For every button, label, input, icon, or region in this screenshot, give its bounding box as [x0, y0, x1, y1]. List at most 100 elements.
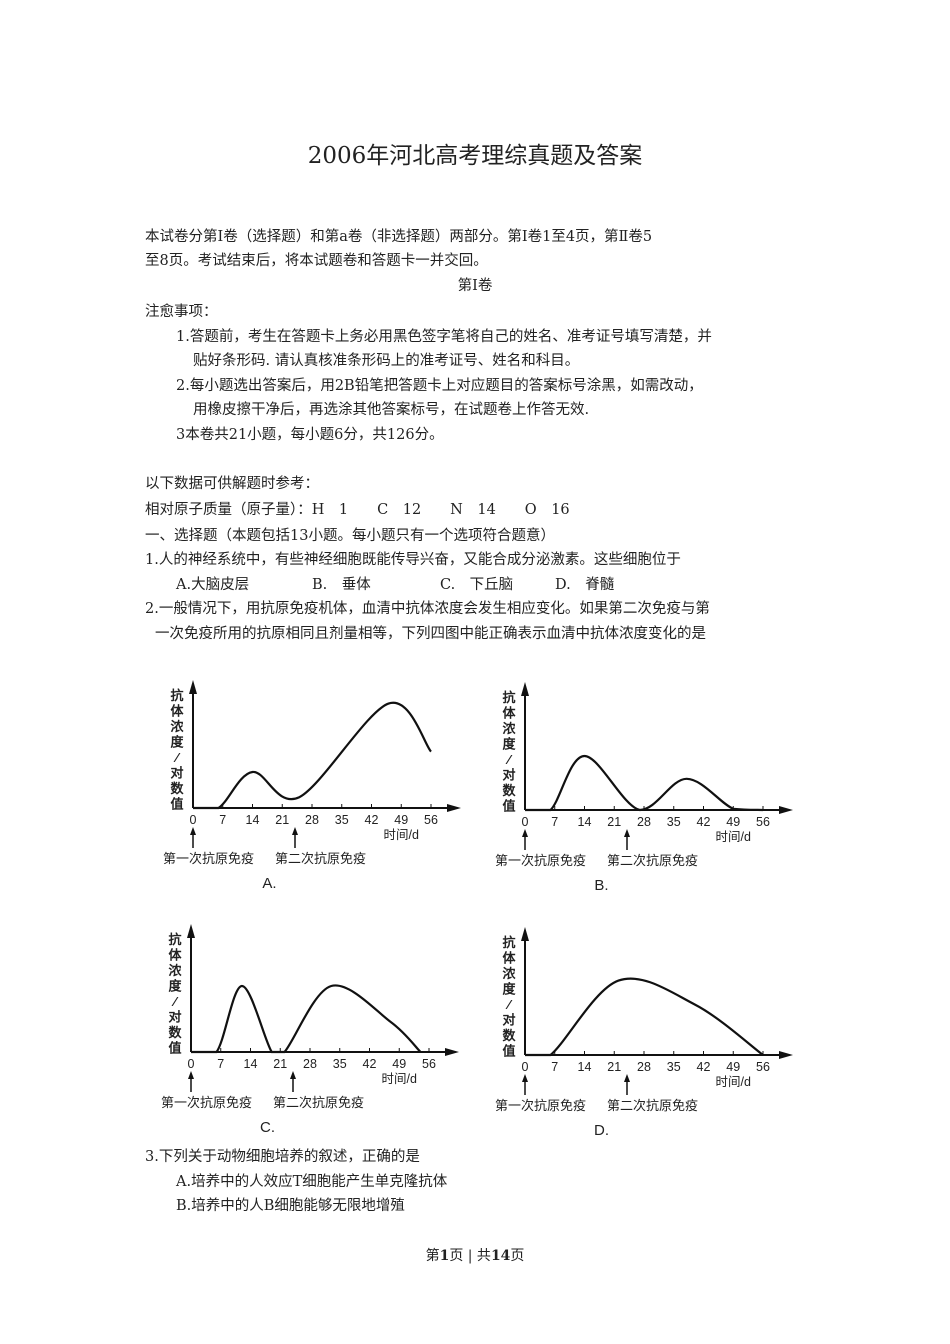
y-axis-label-char: 浓 — [502, 721, 516, 736]
y-axis-label-char: 度 — [170, 735, 184, 750]
notice-item: 用橡皮擦干净后，再选涂其他答案标号，在试题卷上作答无效. — [193, 402, 590, 418]
x-tick-label: 0 — [522, 1060, 529, 1074]
x-tick-label: 49 — [726, 1060, 740, 1074]
y-axis-label-char: 对 — [502, 1013, 515, 1028]
x-tick-label: 28 — [637, 815, 651, 829]
x-tick-label: 56 — [424, 813, 438, 827]
x-tick-label: 14 — [578, 815, 592, 829]
y-axis-label-char: 对 — [170, 766, 183, 781]
x-axis-label: 时间/d — [716, 830, 751, 844]
x-axis-arrow — [447, 804, 461, 812]
y-axis-label-char: 对 — [502, 768, 515, 783]
y-axis-arrow — [189, 680, 197, 694]
question-1-option-b: B. 垂体 — [312, 577, 371, 593]
x-tick-label: 14 — [244, 1057, 258, 1071]
x-tick-label: 21 — [607, 815, 621, 829]
y-axis-label-char: 数 — [502, 783, 516, 798]
x-tick-label: 35 — [667, 1060, 681, 1074]
immunization-label: 第一次抗原免疫 — [495, 1098, 586, 1113]
immunization-arrowhead — [522, 1074, 528, 1082]
question-1-option-c: C. 下丘脑 — [440, 577, 514, 593]
footer-text: 页 | 共 — [449, 1248, 491, 1264]
y-axis-label-char: 抗 — [170, 688, 183, 703]
y-axis-label-char: 度 — [168, 979, 182, 994]
notice-item: 贴好条形码. 请认真核准条形码上的准考证号、姓名和科目。 — [193, 353, 580, 369]
question-3-option-b: B.培养中的人B细胞能够无限地增殖 — [176, 1198, 405, 1214]
x-tick-label: 56 — [422, 1057, 436, 1071]
y-axis-label-char: 值 — [502, 1044, 515, 1059]
immunization-arrowhead — [522, 829, 528, 837]
y-axis-label-char: 体 — [168, 948, 182, 963]
question-2-stem: 2.一般情况下，用抗原免疫机体，血清中抗体浓度会发生相应变化。如果第二次免疫与第 — [145, 601, 710, 617]
x-tick-label: 56 — [756, 1060, 770, 1074]
x-tick-label: 42 — [365, 813, 379, 827]
notice-label: 注愈事项： — [145, 304, 218, 320]
question-1-option-d: D. 脊髓 — [555, 577, 615, 593]
figure-label: B. — [594, 877, 608, 894]
immunization-label: 第一次抗原免疫 — [495, 853, 586, 868]
question-3-stem: 3.下列关于动物细胞培养的叙述，正确的是 — [145, 1149, 420, 1165]
x-tick-label: 35 — [335, 813, 349, 827]
y-axis-label-char: 浓 — [170, 719, 184, 734]
immunization-label: 第一次抗原免疫 — [163, 851, 254, 866]
x-tick-label: 0 — [522, 815, 529, 829]
y-axis-label-char: 度 — [502, 737, 516, 752]
x-tick-label: 0 — [188, 1057, 195, 1071]
x-axis-label: 时间/d — [716, 1075, 751, 1089]
y-axis-label-char: 数 — [502, 1028, 516, 1043]
x-axis-arrow — [779, 1051, 793, 1059]
immunization-arrowhead — [624, 1074, 630, 1082]
x-axis-label: 时间/d — [384, 828, 419, 842]
immunization-label: 第一次抗原免疫 — [161, 1095, 252, 1110]
immunization-arrowhead — [290, 1071, 296, 1079]
x-axis-label: 时间/d — [382, 1072, 417, 1086]
x-tick-label: 21 — [273, 1057, 287, 1071]
x-tick-label: 0 — [190, 813, 197, 827]
section-heading: 第Ⅰ卷 — [457, 278, 493, 294]
y-axis-label-char: ⁄ — [505, 997, 513, 1012]
intro-line: 至8页。考试结束后，将本试题卷和答题卡一并交回。 — [145, 253, 488, 269]
x-tick-label: 7 — [219, 813, 226, 827]
y-axis-label-char: 对 — [168, 1010, 181, 1025]
x-tick-label: 21 — [275, 813, 289, 827]
y-axis-label-char: ⁄ — [173, 750, 181, 765]
notice-item: 2.每小题选出答案后，用2B铅笔把答题卡上对应题目的答案标号涂黑，如需改动， — [176, 378, 703, 394]
intro-line: 本试卷分第Ⅰ卷（选择题）和第a卷（非选择题）两部分。第Ⅰ卷1至4页，第Ⅱ卷5 — [145, 229, 653, 245]
y-axis-arrow — [521, 927, 529, 941]
notice-item: 1.答题前，考生在答题卡上务必用黑色签字笔将自己的姓名、准考证号填写清楚，并 — [176, 329, 712, 345]
question-2-stem: 一次免疫所用的抗原相同且剂量相等，下列四图中能正确表示血清中抗体浓度变化的是 — [155, 626, 706, 642]
immunization-label: 第二次抗原免疫 — [273, 1095, 364, 1110]
part-heading: 一、选择题（本题包括13小题。每小题只有一个选项符合题意） — [145, 528, 555, 544]
x-tick-label: 35 — [667, 815, 681, 829]
y-axis-label-char: 值 — [168, 1041, 181, 1056]
figure-label: C. — [260, 1119, 275, 1136]
footer-text: 第 — [425, 1248, 440, 1264]
immunization-label: 第二次抗原免疫 — [275, 851, 366, 866]
x-tick-label: 35 — [333, 1057, 347, 1071]
antibody-curve — [191, 984, 422, 1054]
immunization-arrowhead — [188, 1071, 194, 1079]
x-tick-label: 49 — [726, 815, 740, 829]
x-axis-arrow — [445, 1048, 459, 1056]
y-axis-label-char: 抗 — [168, 932, 181, 947]
y-axis-label-char: 抗 — [502, 690, 515, 705]
question-3-option-a: A.培养中的人效应T细胞能产生单克隆抗体 — [176, 1174, 448, 1190]
antibody-curve — [193, 701, 432, 810]
page-number: 1 — [439, 1248, 450, 1264]
y-axis-arrow — [521, 682, 529, 696]
x-tick-label: 42 — [697, 1060, 711, 1074]
x-tick-label: 7 — [217, 1057, 224, 1071]
x-tick-label: 28 — [637, 1060, 651, 1074]
y-axis-label-char: 数 — [170, 781, 184, 796]
y-axis-label-char: 值 — [170, 797, 183, 812]
question-1-stem: 1.人的神经系统中，有些神经细胞既能传导兴奋，又能合成分泌激素。这些细胞位于 — [145, 552, 681, 568]
y-axis-label-char: 抗 — [502, 935, 515, 950]
immunization-label: 第二次抗原免疫 — [607, 1098, 698, 1113]
y-axis-label-char: 浓 — [502, 966, 516, 981]
y-axis-label-char: ⁄ — [505, 752, 513, 767]
y-axis-label-char: 数 — [168, 1025, 182, 1040]
